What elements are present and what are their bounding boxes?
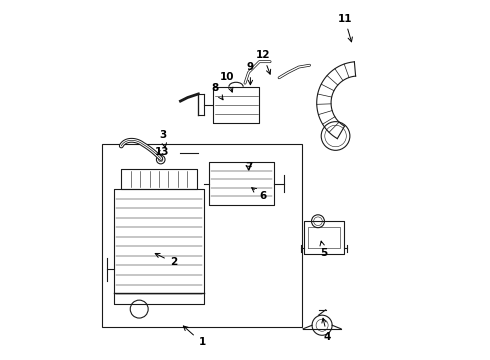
- Circle shape: [156, 155, 165, 164]
- Text: 13: 13: [154, 147, 169, 157]
- Text: 7: 7: [245, 162, 252, 172]
- Circle shape: [312, 215, 324, 228]
- Polygon shape: [317, 62, 356, 139]
- Text: 10: 10: [220, 72, 234, 92]
- Text: 11: 11: [338, 14, 352, 42]
- Text: 1: 1: [183, 326, 206, 347]
- Text: 4: 4: [322, 318, 331, 342]
- Circle shape: [321, 122, 350, 150]
- Text: 2: 2: [155, 253, 177, 267]
- Text: 8: 8: [211, 83, 223, 100]
- Text: 12: 12: [256, 50, 270, 74]
- Text: 9: 9: [247, 62, 254, 85]
- Text: 6: 6: [252, 188, 267, 201]
- Bar: [101, 144, 302, 327]
- Text: 5: 5: [320, 241, 327, 258]
- Circle shape: [312, 315, 332, 335]
- Text: 3: 3: [159, 130, 167, 148]
